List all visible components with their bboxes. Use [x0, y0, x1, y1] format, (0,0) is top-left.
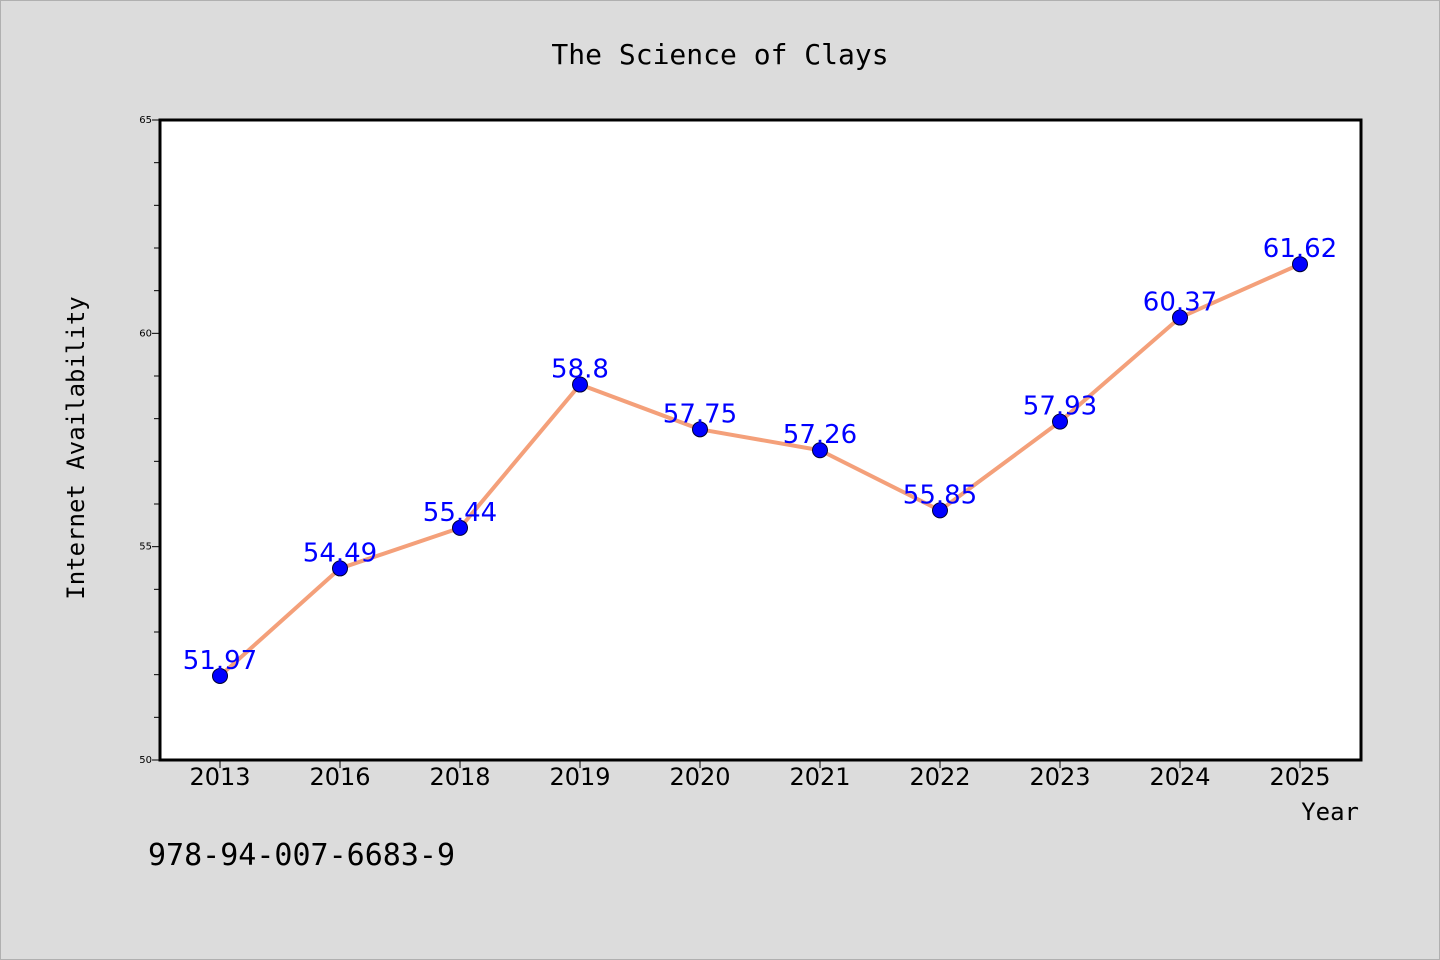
data-label: 54.49	[303, 538, 377, 568]
data-label: 51.97	[183, 646, 257, 676]
x-tick-label: 2024	[1149, 763, 1210, 791]
y-tick-label: 55	[139, 542, 152, 553]
x-axis: 2013 2016 2018 2019 2020 2021 2022 2023 2024 2025	[189, 760, 1331, 791]
data-label: 57.75	[663, 399, 737, 429]
data-label: 58.8	[551, 355, 609, 385]
data-point-marker	[572, 376, 588, 393]
series-line	[218, 262, 1302, 678]
data-point-marker	[1052, 413, 1068, 430]
data-label: 57.26	[783, 420, 857, 450]
y-tick-label: 65	[139, 115, 152, 126]
data-label: 55.85	[903, 480, 977, 510]
data-label: 55.44	[423, 498, 497, 528]
x-tick-label: 2025	[1269, 763, 1330, 791]
x-tick-label: 2021	[789, 763, 850, 791]
data-label: 60.37	[1143, 288, 1217, 318]
data-label: 57.93	[1023, 392, 1097, 422]
y-tick-label: 60	[139, 328, 152, 339]
data-point-marker	[932, 502, 948, 519]
data-point-marker	[1292, 256, 1308, 273]
x-axis-label: Year	[1301, 798, 1359, 826]
data-label: 61.62	[1263, 234, 1337, 264]
x-tick-label: 2018	[429, 763, 490, 791]
y-axis-label: Internet Availability	[62, 296, 90, 599]
data-point-marker	[452, 519, 468, 536]
data-point-marker	[212, 667, 228, 684]
data-point-marker	[1172, 309, 1188, 326]
x-tick-label: 2013	[189, 763, 250, 791]
x-tick-label: 2023	[1029, 763, 1090, 791]
x-tick-label: 2022	[909, 763, 970, 791]
x-tick-label: 2020	[669, 763, 730, 791]
x-tick-label: 2019	[549, 763, 610, 791]
y-axis: 50 55 60 65	[139, 115, 160, 766]
data-point-marker	[332, 560, 348, 577]
plot-area	[158, 118, 1363, 762]
series-line-group	[212, 256, 1308, 684]
footer-isbn: 978-94-007-6683-9	[148, 838, 455, 873]
x-tick-label: 2016	[309, 763, 370, 791]
data-point-marker	[812, 442, 828, 459]
data-point-marker	[692, 421, 708, 438]
chart-title: The Science of Clays	[551, 38, 888, 71]
data-labels-group: 51.97 54.49 55.44 58.8 57.75 57.26 55.85 57.93 6…	[183, 234, 1337, 676]
y-tick-label: 50	[139, 755, 152, 766]
